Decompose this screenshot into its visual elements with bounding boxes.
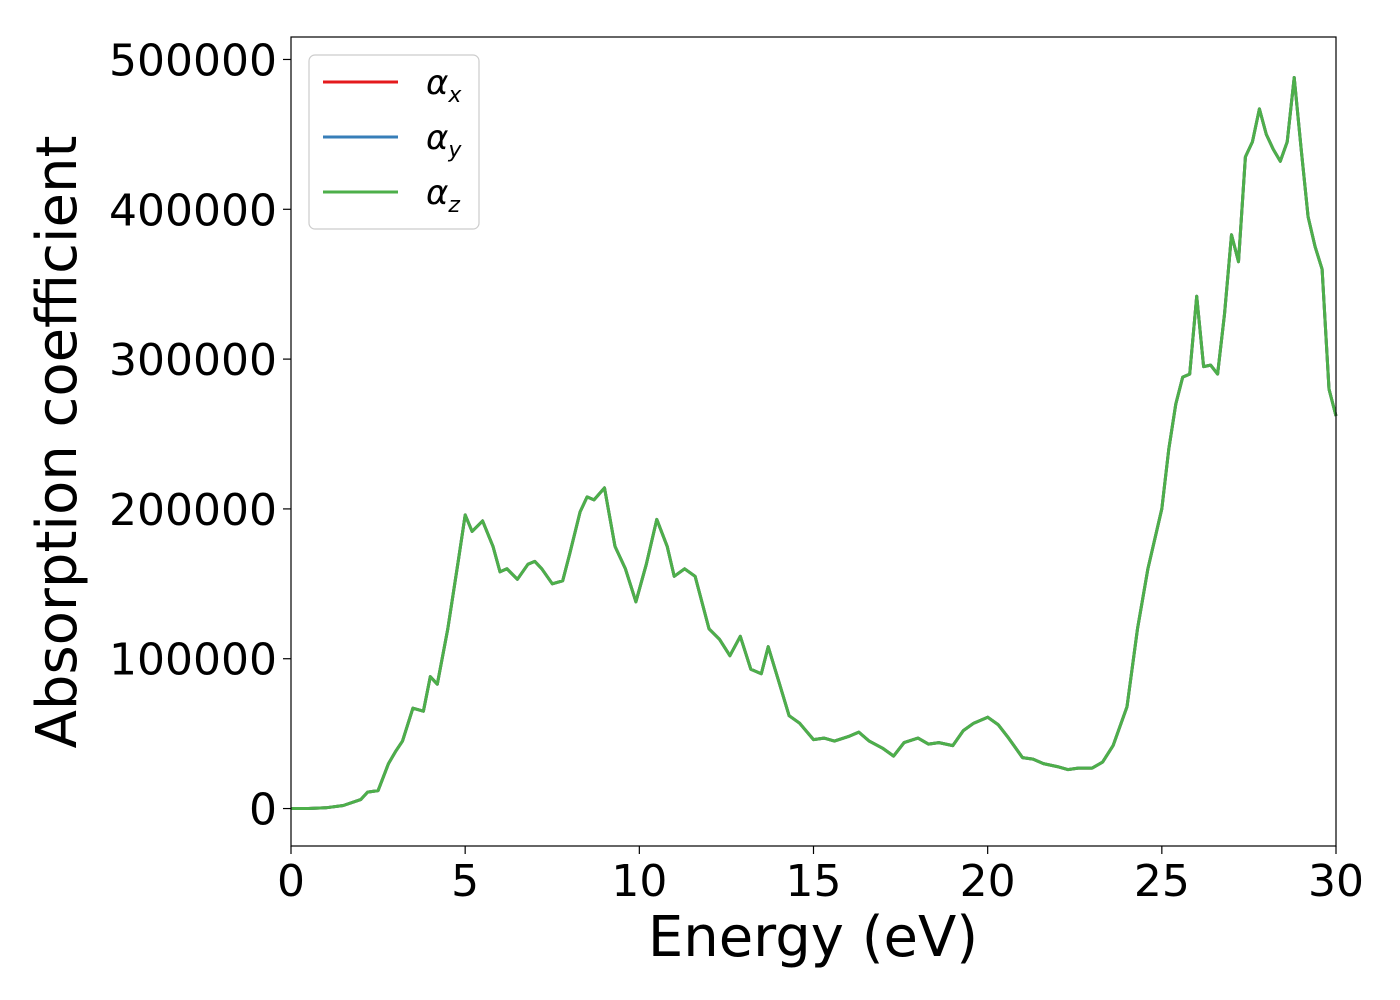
legend: αx αy αz	[308, 54, 480, 230]
x-tick-label: 15	[786, 856, 842, 907]
legend-box	[308, 54, 480, 230]
legend-label-y: αy	[426, 118, 462, 163]
y-tick-label: 200000	[109, 485, 277, 536]
y-tick-label: 100000	[109, 635, 277, 686]
x-tick-label: 30	[1308, 856, 1364, 907]
y-axis-title: Absorption coefficient	[25, 136, 90, 749]
legend-items: αx αy αz	[323, 63, 462, 218]
legend-label-z: αz	[426, 173, 460, 218]
y-axis: 0 100000 200000 300000 400000 500000	[109, 35, 291, 836]
y-tick-label: 500000	[109, 35, 277, 86]
x-axis-title: Energy (eV)	[648, 905, 978, 970]
x-tick-label: 10	[611, 856, 667, 907]
series-line-z	[291, 76, 1338, 810]
legend-label-x: αx	[426, 63, 462, 108]
y-tick-label: 400000	[109, 185, 277, 236]
x-tick-label: 0	[277, 856, 305, 907]
x-tick-label: 5	[451, 856, 479, 907]
x-tick-label: 20	[960, 856, 1016, 907]
series-layer	[291, 76, 1338, 810]
y-tick-label: 0	[249, 785, 277, 836]
x-tick-label: 25	[1134, 856, 1190, 907]
y-tick-label: 300000	[109, 335, 277, 386]
x-axis: 0 5 10 15 20 25 30	[277, 846, 1364, 907]
